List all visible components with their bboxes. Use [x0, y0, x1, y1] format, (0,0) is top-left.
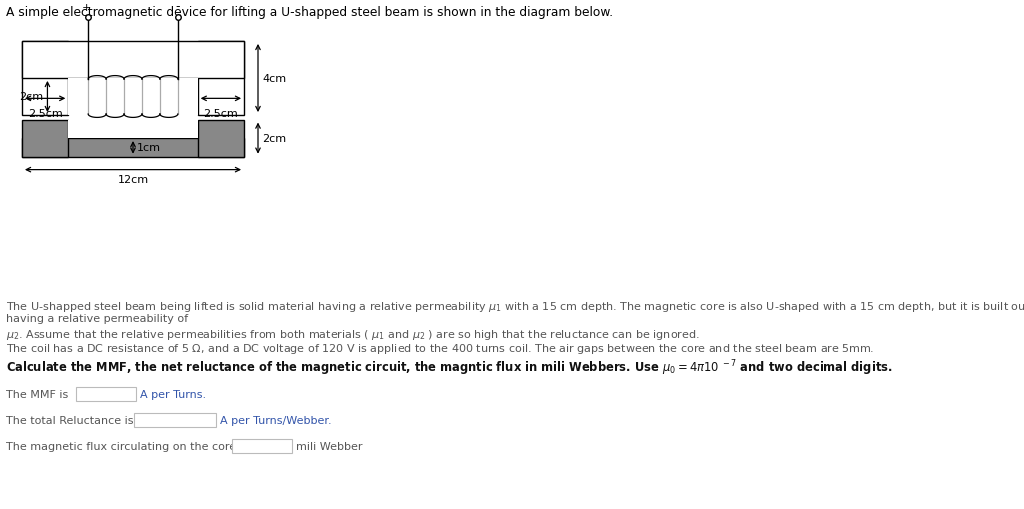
Text: Calculate the MMF, the net reluctance of the magnetic circuit, the magntic flux : Calculate the MMF, the net reluctance of… [6, 357, 893, 377]
Bar [232, 439, 292, 453]
Text: The total Reluctance is: The total Reluctance is [6, 415, 133, 425]
Text: -: - [175, 0, 180, 13]
Text: 2.5cm: 2.5cm [28, 109, 62, 119]
Text: 2cm: 2cm [19, 92, 43, 102]
Text: 2.5cm: 2.5cm [204, 109, 239, 119]
Text: The magnetic flux circulating on the core is: The magnetic flux circulating on the cor… [6, 441, 249, 451]
Text: The MMF is: The MMF is [6, 389, 69, 399]
Text: 12cm: 12cm [118, 174, 148, 184]
Text: having a relative permeability of: having a relative permeability of [6, 314, 188, 323]
Text: A per Turns.: A per Turns. [140, 389, 206, 399]
Bar [22, 139, 244, 157]
Text: +: + [82, 3, 91, 13]
Bar [134, 413, 216, 427]
Text: A simple electromagnetic device for lifting a U-shapped steel beam is shown in t: A simple electromagnetic device for lift… [6, 6, 613, 19]
Bar [69, 121, 198, 139]
Bar [22, 121, 69, 157]
Bar [198, 121, 244, 157]
Text: 2cm: 2cm [262, 134, 286, 144]
Text: 4cm: 4cm [262, 74, 286, 84]
Bar [22, 42, 244, 79]
Bar [69, 79, 198, 116]
Text: $\mu_2$. Assume that the relative permeabilities from both materials ( $\mu_1$ a: $\mu_2$. Assume that the relative permea… [6, 327, 699, 342]
Text: The coil has a DC resistance of 5 $\Omega$, and a DC voltage of 120 V is applied: The coil has a DC resistance of 5 $\Omeg… [6, 342, 874, 355]
Text: The U-shapped steel beam being lifted is solid material having a relative permea: The U-shapped steel beam being lifted is… [6, 299, 1024, 314]
Bar [22, 42, 69, 116]
Bar [76, 387, 136, 401]
Text: A per Turns/Webber.: A per Turns/Webber. [220, 415, 332, 425]
Text: 1cm: 1cm [137, 143, 161, 153]
Text: mili Webber: mili Webber [296, 441, 362, 451]
Bar [198, 42, 244, 116]
